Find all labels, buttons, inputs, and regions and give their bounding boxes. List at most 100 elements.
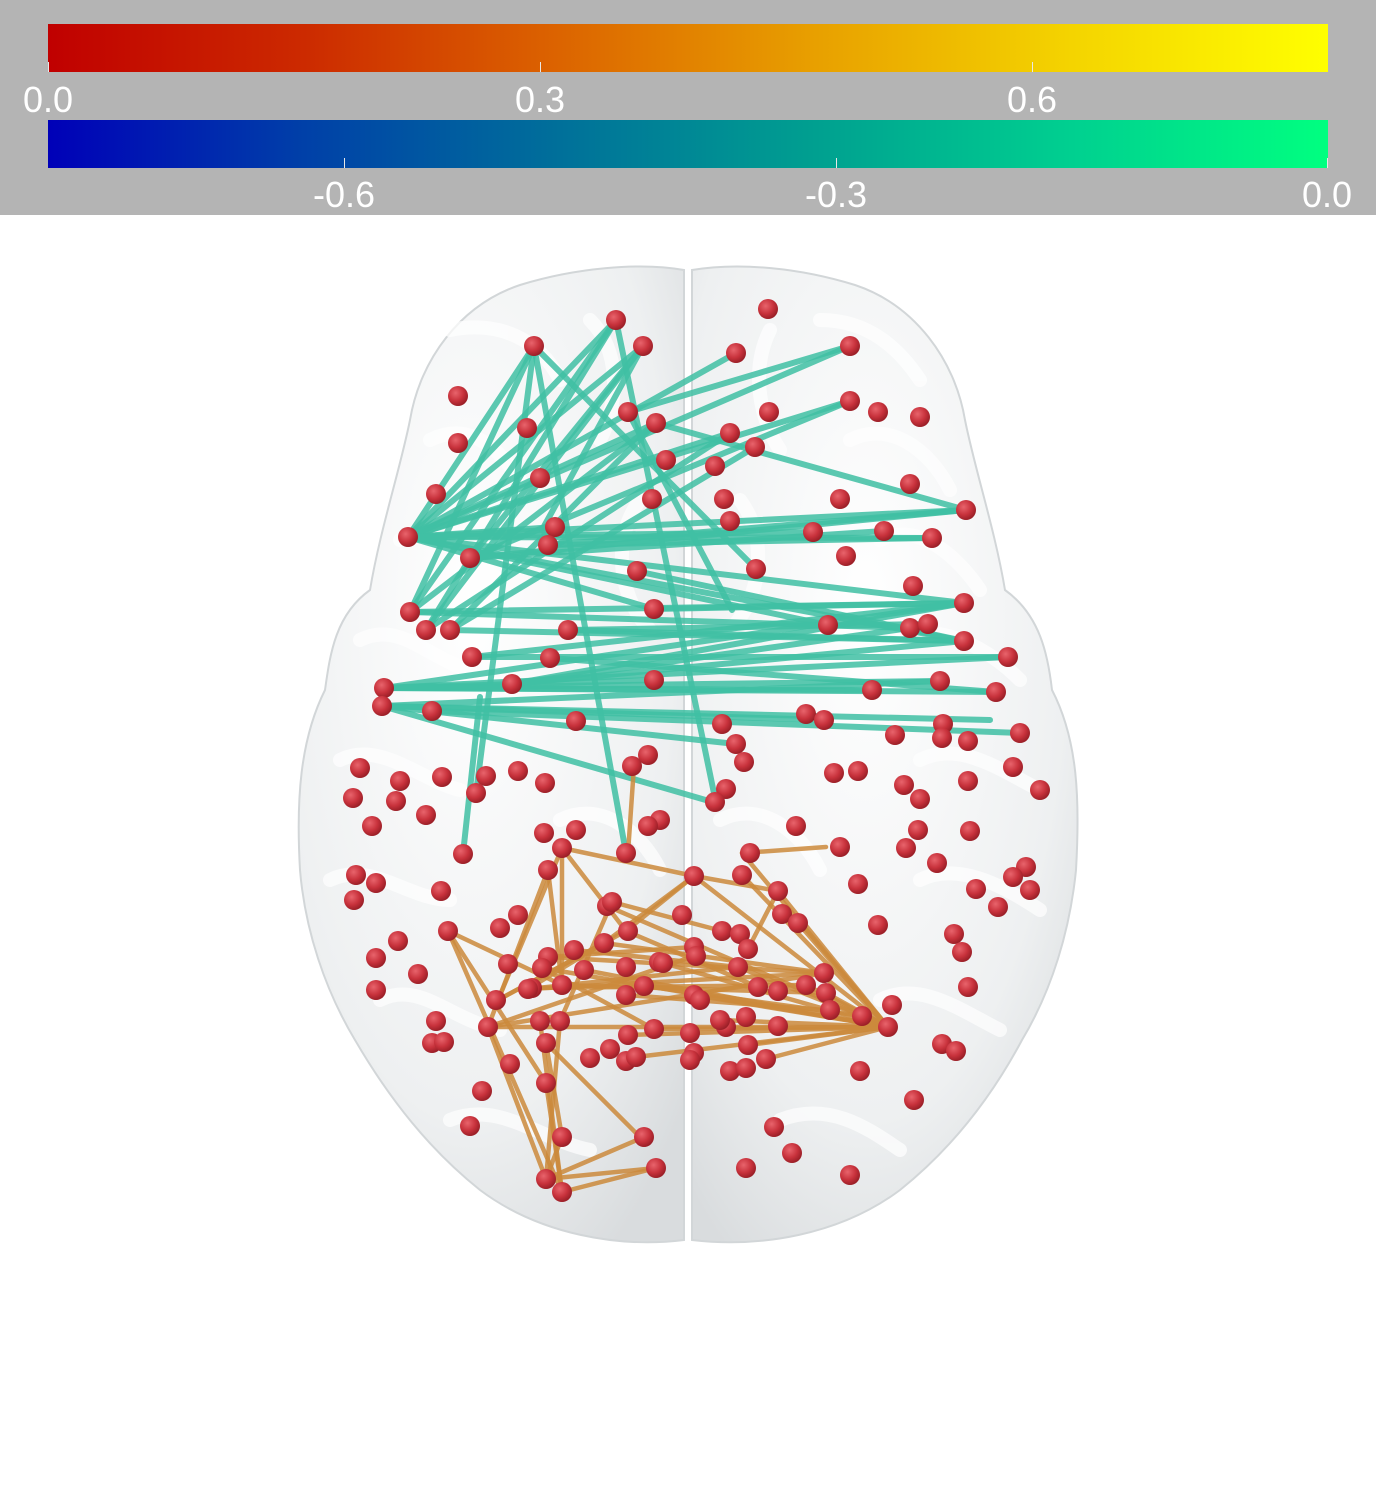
brain-node: [672, 905, 692, 925]
brain-node: [530, 468, 550, 488]
positive-tick-1: [540, 62, 541, 72]
brain-node: [900, 618, 920, 638]
connection-edge: [407, 317, 619, 615]
brain-node: [960, 821, 980, 841]
brain-node: [416, 620, 436, 640]
brain-node: [730, 924, 750, 944]
brain-node: [824, 763, 844, 783]
brain-node: [622, 756, 642, 776]
brain-node: [366, 873, 386, 893]
brain-node: [440, 620, 460, 640]
brain-node: [922, 528, 942, 548]
connection-edge: [407, 343, 537, 615]
brain-node: [874, 521, 894, 541]
connection-edge: [547, 655, 999, 695]
positive-edges: [445, 763, 891, 1195]
connection-edge: [485, 1024, 549, 1182]
connection-edge: [653, 420, 969, 513]
brain-node: [538, 535, 558, 555]
connection-edge: [405, 534, 657, 612]
connection-edge: [545, 535, 935, 548]
brain-node: [476, 766, 496, 786]
brain-node: [580, 1048, 600, 1068]
brain-node: [830, 489, 850, 509]
brain-node: [545, 517, 565, 537]
brain-node: [646, 1158, 666, 1178]
brain-node: [656, 450, 676, 470]
brain-node: [1003, 757, 1023, 777]
brain-node: [759, 402, 779, 422]
brain-node: [690, 990, 710, 1010]
brain-node: [788, 913, 808, 933]
brain-node: [720, 511, 740, 531]
brain-node: [732, 865, 752, 885]
brain-node: [830, 837, 850, 857]
brain-node: [852, 1006, 872, 1026]
brain-node: [634, 1127, 654, 1147]
brain-node: [398, 527, 418, 547]
brain-node: [896, 838, 916, 858]
brain-node: [734, 752, 754, 772]
connection-edge: [543, 1018, 563, 1182]
connection-edge: [559, 845, 629, 934]
brain-node: [900, 474, 920, 494]
connection-edge: [601, 940, 827, 976]
connection-edge: [509, 638, 967, 687]
brain-node: [626, 1047, 646, 1067]
brain-node: [772, 904, 792, 924]
brain-node: [362, 816, 382, 836]
connection-edge: [565, 621, 931, 633]
brain-network-view: [297, 265, 1079, 1244]
brain-node: [904, 1090, 924, 1110]
brain-node: [644, 1019, 664, 1039]
brain-node: [366, 948, 386, 968]
brain-node: [930, 671, 950, 691]
negative-tick-2: [1327, 158, 1328, 168]
brain-node: [518, 979, 538, 999]
brain-node: [618, 1025, 638, 1045]
brain-node: [517, 418, 537, 438]
connection-edge: [543, 1165, 659, 1182]
brain-node: [538, 860, 558, 880]
brain-node: [408, 964, 428, 984]
brain-node: [574, 960, 594, 980]
brain-node: [366, 980, 386, 1000]
brain-node: [894, 775, 914, 795]
connection-edge: [423, 317, 619, 633]
brain-node: [746, 559, 766, 579]
brain-node: [712, 921, 732, 941]
brain-node: [748, 977, 768, 997]
brain-node: [818, 615, 838, 635]
brain-node: [738, 939, 758, 959]
brain-node: [878, 1017, 898, 1037]
connection-edge: [543, 1040, 643, 1140]
connection-edge: [625, 409, 735, 613]
brain-node: [848, 761, 868, 781]
brain-node: [422, 701, 442, 721]
connection-edge: [763, 1024, 891, 1062]
brain-node: [426, 1011, 446, 1031]
brain-node: [1003, 867, 1023, 887]
brain-node: [740, 843, 760, 863]
brain-node: [840, 391, 860, 411]
brain-node: [638, 816, 658, 836]
brain-node: [535, 773, 555, 793]
connection-edge: [531, 343, 629, 856]
brain-node: [486, 990, 506, 1010]
brain-node: [618, 402, 638, 422]
brain-node: [820, 1000, 840, 1020]
brain-node: [633, 336, 653, 356]
connection-edge: [559, 1165, 659, 1195]
brain-node: [786, 816, 806, 836]
brain-node: [720, 1061, 740, 1081]
brain-node: [756, 1049, 776, 1069]
brain-node: [840, 336, 860, 356]
connection-edge: [691, 873, 891, 1030]
connection-edge: [467, 343, 646, 561]
brain-node: [540, 648, 560, 668]
brain-node: [814, 963, 834, 983]
brain-node: [816, 983, 836, 1003]
negative-tick-label-2: 0.0: [1301, 174, 1353, 215]
brain-node: [502, 674, 522, 694]
brain-node: [462, 647, 482, 667]
